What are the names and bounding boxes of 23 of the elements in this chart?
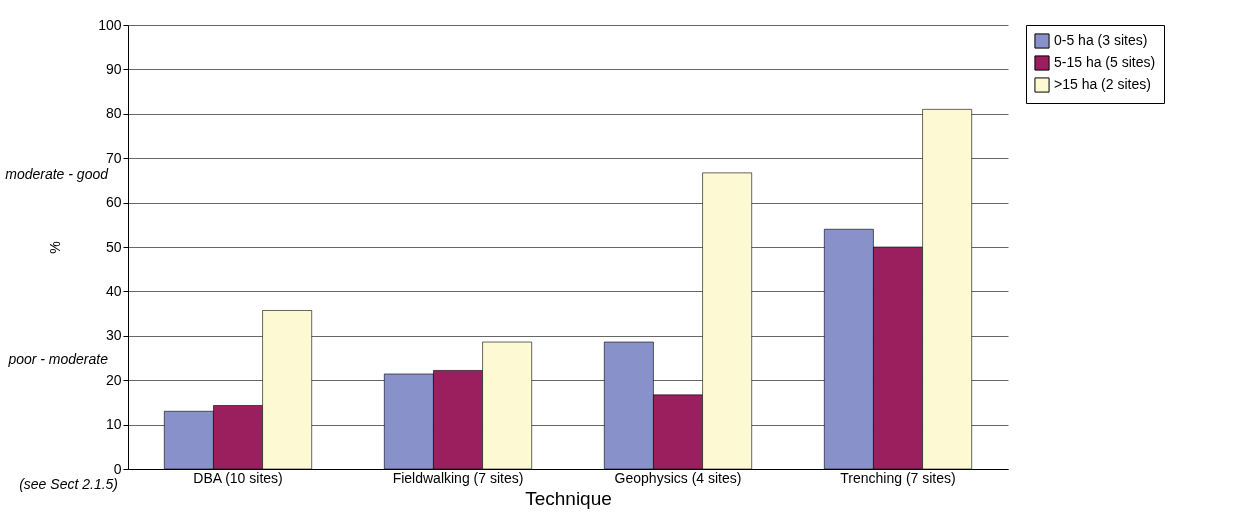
text: moderate - good	[5, 166, 110, 182]
legend-label: 5-15 ha (5 sites)	[1054, 54, 1156, 70]
y-tick-label: 10	[105, 416, 122, 433]
y-tick-label: 60	[105, 194, 122, 211]
legend-label: 0-5 ha (3 sites)	[1054, 32, 1148, 48]
x-tick-label: DBA (10 sites)	[193, 469, 283, 486]
y-tick-label: 40	[105, 282, 122, 299]
y-tick-label: 0	[113, 460, 122, 477]
legend-label: >15 ha (2 sites)	[1054, 76, 1151, 92]
y-axis-title: %	[47, 241, 64, 254]
y-tick-label: 80	[105, 105, 122, 122]
y-tick-label: 100	[98, 16, 122, 33]
x-tick-label: Fieldwalking (7 sites)	[392, 469, 524, 486]
text: (see Sect 2.1.5)	[19, 476, 118, 492]
y-tick-label: 90	[105, 60, 122, 77]
y-tick-label: 30	[105, 327, 122, 344]
x-axis-title: Technique	[525, 487, 612, 509]
x-tick-label: Geophysics (4 sites)	[614, 469, 742, 486]
x-tick-label: Trenching (7 sites)	[840, 469, 956, 486]
y-tick-label: 70	[105, 149, 122, 166]
y-tick-label: 50	[105, 238, 122, 255]
text: poor - moderate	[7, 351, 109, 367]
y-tick-label: 20	[105, 371, 122, 388]
